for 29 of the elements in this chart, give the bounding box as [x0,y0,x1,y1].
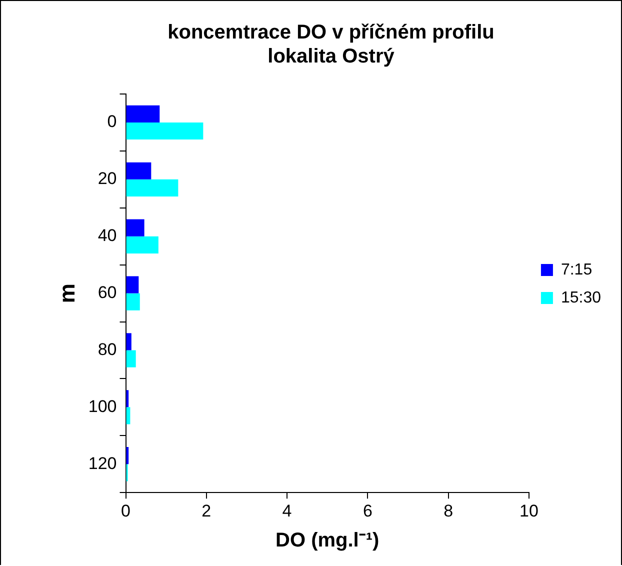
x-tick-label: 10 [520,501,538,520]
x-tick-label: 6 [362,501,372,520]
y-tick-label: 20 [98,169,117,188]
bar [126,236,158,254]
x-tick-label: 2 [202,501,212,520]
y-tick-label: 100 [88,396,117,416]
bar [126,105,160,122]
x-tick-label: 0 [121,501,130,520]
legend-label: 7:15 [560,261,592,278]
x-axis-title: DO (mg.l⁻¹) [276,530,380,552]
bar [126,293,140,310]
bar [126,179,178,196]
y-tick-label: 120 [88,454,117,473]
bar [126,333,132,350]
legend-label: 15:30 [560,289,602,306]
y-tick-label: 0 [107,112,117,132]
y-tick-label: 60 [98,282,117,302]
bar [126,162,152,180]
bar [126,407,130,424]
x-tick-label: 8 [444,501,454,520]
chart-title: koncemtrace DO v příčném profilu lokalita Ostrý [168,22,494,68]
bar [126,122,204,140]
bar [126,276,139,294]
y-tick-label: 80 [98,340,117,359]
y-axis-title: m [54,284,80,304]
bar [126,350,136,368]
bar [126,219,144,236]
y-tick-label: 40 [98,226,117,246]
x-tick-label: 4 [282,501,292,520]
